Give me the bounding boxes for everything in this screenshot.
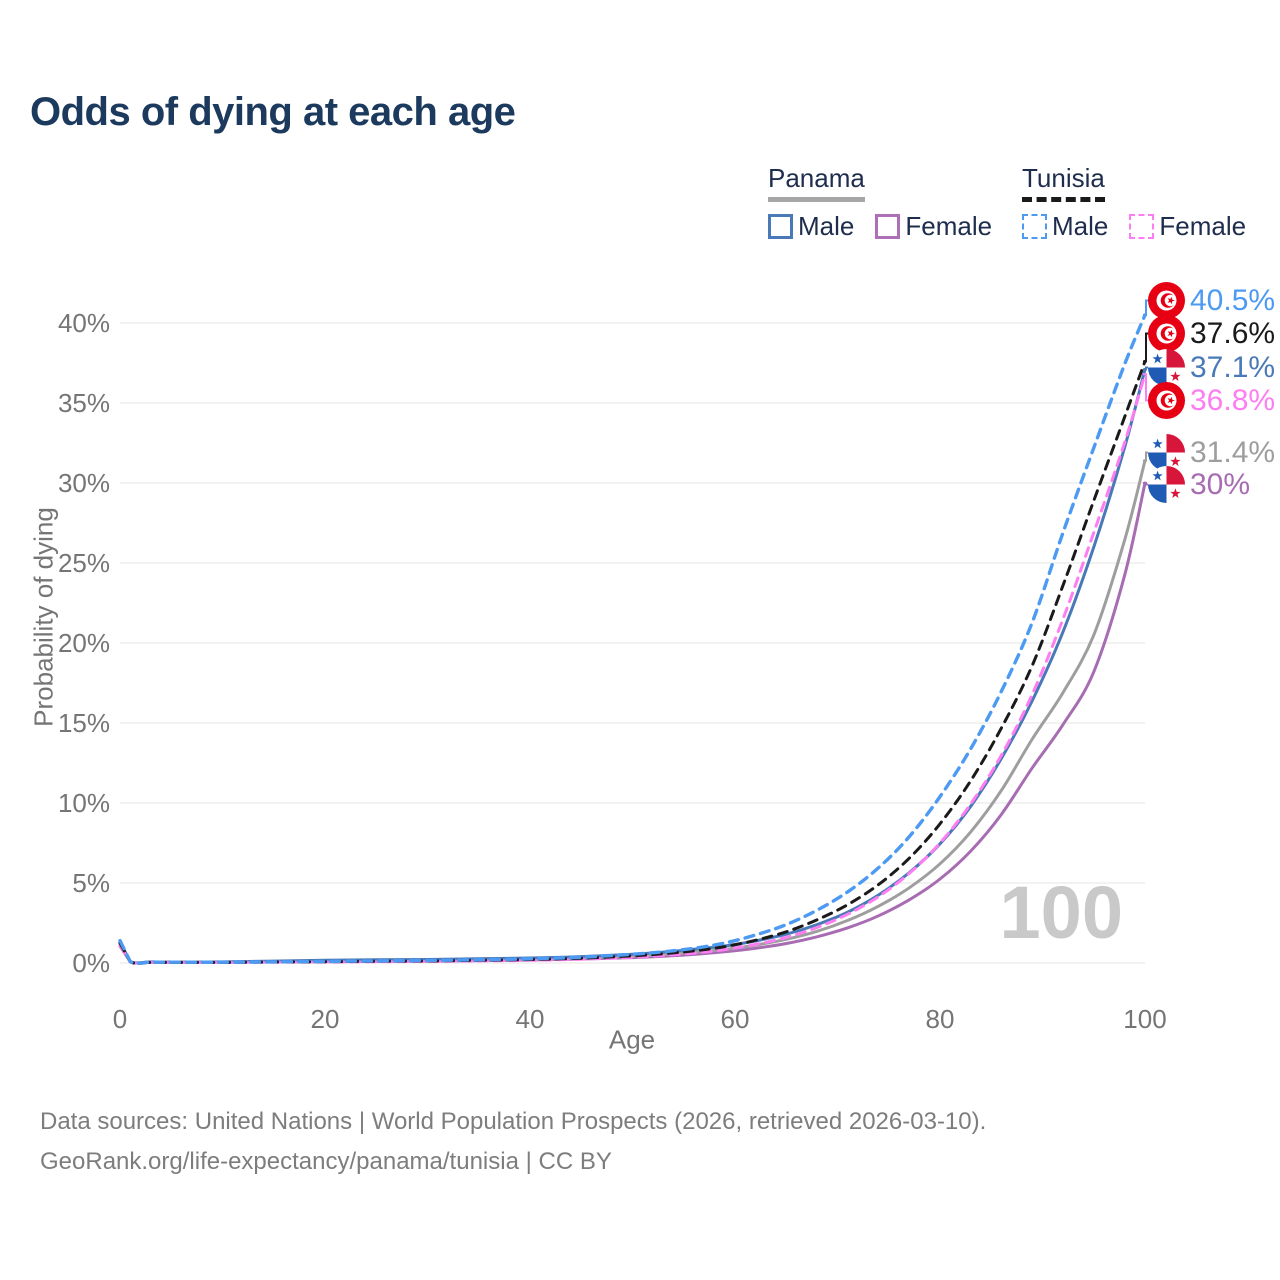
svg-text:15%: 15% [58,708,110,738]
svg-text:60: 60 [721,1004,750,1034]
svg-text:20: 20 [311,1004,340,1034]
panama-flag-icon [1148,466,1185,503]
legend-header-panama: Panama [768,163,865,202]
legend-swatch-panama-male[interactable] [768,214,793,239]
end-label-value: 31.4% [1190,435,1276,469]
end-label-panama-male: 37.1% [1148,349,1275,386]
series-line-tunisia-male [118,313,1147,966]
legend-swatch-panama-female[interactable] [875,214,901,239]
svg-text:40: 40 [516,1004,545,1034]
svg-text:10%: 10% [58,788,110,818]
svg-text:0%: 0% [72,948,110,978]
svg-text:5%: 5% [72,868,110,898]
age-watermark: 100 [999,871,1123,954]
series-line-panama-male [118,367,1147,965]
legend-line-sample-tunisia [1022,197,1105,202]
tunisia-flag-icon [1148,382,1185,419]
attribution-text: GeoRank.org/life-expectancy/panama/tunis… [40,1148,612,1175]
legend-group-panama: Panama Male Female [768,163,992,242]
tunisia-flag-icon [1148,282,1185,319]
series-line-tunisia-both-sexes [118,359,1147,965]
end-label-panama-female: 30% [1148,466,1250,503]
legend-header-panama-label: Panama [768,163,865,193]
y-axis-title: Probability of dying [28,507,59,727]
legend-row-panama: Male Female [768,211,992,242]
panama-flag-icon [1148,349,1185,386]
end-label-tunisia-female: 36.8% [1148,382,1275,419]
end-label-panama-both: 31.4% [1148,434,1275,471]
x-axis-title: Age [608,1024,656,1055]
legend-label-tunisia-female[interactable]: Female [1159,211,1247,241]
series-line-tunisia-female [118,372,1147,965]
legend-label-panama-male[interactable]: Male [798,211,855,241]
legend-label-tunisia-male[interactable]: Male [1052,211,1109,241]
end-label-value: 37.1% [1190,350,1276,384]
panama-flag-icon [1148,434,1185,471]
svg-text:20%: 20% [58,628,110,658]
svg-text:30%: 30% [58,468,110,498]
end-label-tunisia-both: 37.6% [1148,315,1275,352]
legend-swatch-tunisia-male[interactable] [1022,214,1047,239]
end-label-value: 37.6% [1190,316,1276,350]
legend-label-panama-female[interactable]: Female [905,211,993,241]
svg-text:35%: 35% [58,388,110,418]
svg-text:25%: 25% [58,548,110,578]
legend-header-tunisia-label: Tunisia [1022,163,1105,193]
legend-header-tunisia: Tunisia [1022,163,1105,202]
svg-text:100: 100 [1123,1004,1166,1034]
legend-row-tunisia: Male Female [1022,211,1246,242]
svg-text:0: 0 [113,1004,127,1034]
tunisia-flag-icon [1148,315,1185,352]
end-label-value: 30% [1190,467,1251,501]
legend-swatch-tunisia-female[interactable] [1129,214,1155,239]
page-title: Odds of dying at each age [30,90,516,134]
legend-line-sample-panama [768,197,865,202]
end-label-value: 40.5% [1190,283,1276,317]
svg-text:40%: 40% [58,308,110,338]
end-label-tunisia-male: 40.5% [1148,282,1275,319]
data-sources-text: Data sources: United Nations | World Pop… [40,1108,987,1135]
legend-group-tunisia: Tunisia Male Female [1022,163,1246,242]
end-label-value: 36.8% [1190,383,1276,417]
svg-text:80: 80 [926,1004,955,1034]
